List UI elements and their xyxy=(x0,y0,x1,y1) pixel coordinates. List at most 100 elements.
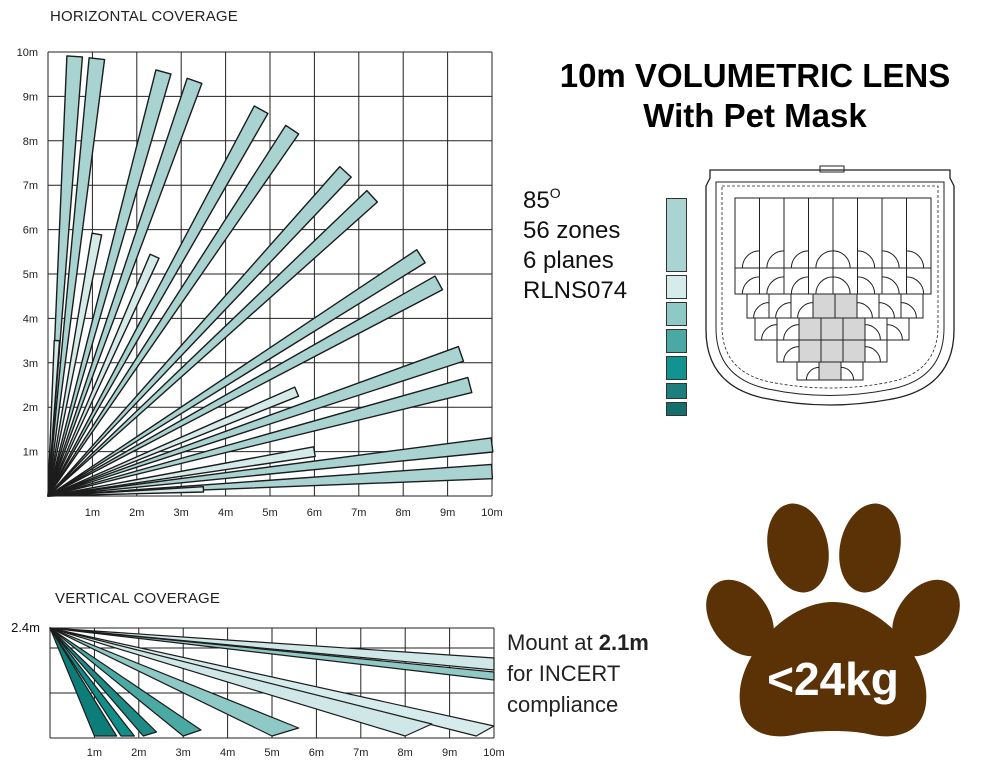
lens-facet-arc xyxy=(900,302,917,319)
lens-facet-arc xyxy=(886,324,903,341)
lens-facet-arc xyxy=(775,302,792,319)
coverage-beam xyxy=(47,165,352,497)
vertical-coverage-heading: VERTICAL COVERAGE xyxy=(55,590,221,607)
lens-segment xyxy=(818,361,842,381)
lens-facet-arc xyxy=(741,250,760,269)
lens-facet-arc xyxy=(864,346,881,363)
lens-facet-arc xyxy=(741,276,760,295)
x-tick-label: 4m xyxy=(220,747,235,759)
x-tick-label: 6m xyxy=(307,507,322,519)
lens-facet-arc xyxy=(805,366,820,381)
lens-segment xyxy=(812,293,836,319)
lens-facet-arc xyxy=(783,324,800,341)
lens-segment xyxy=(842,339,866,363)
lens-segment xyxy=(783,197,809,269)
lens-segment xyxy=(842,317,866,341)
lens-segment xyxy=(900,293,924,319)
lens-facet-arc xyxy=(881,276,900,295)
lens-facet-arc xyxy=(797,302,814,319)
mount-note: Mount at 2.1m for INCERT compliance xyxy=(507,627,649,720)
lens-facet-arc xyxy=(766,250,785,269)
y-tick-label: 2m xyxy=(23,402,38,414)
y-tick-label: 8m xyxy=(23,136,38,148)
x-tick-label: 5m xyxy=(262,507,277,519)
lens-segment xyxy=(834,293,858,319)
lens-housing xyxy=(705,165,955,406)
lens-specs: 85O 56 zones 6 planes RLNS074 xyxy=(523,178,627,306)
paw-pad xyxy=(739,602,927,737)
lens-segment xyxy=(906,267,932,295)
x-tick-label: 3m xyxy=(174,507,189,519)
coverage-beam xyxy=(49,627,495,681)
x-tick-label: 3m xyxy=(176,747,191,759)
vertical-axis-labels: 2.4m 1m 2m 3m 4m 5m 6m 7m 8m 9m 10m xyxy=(11,620,505,759)
coverage-beam xyxy=(47,485,205,497)
y-tick-label: 3m xyxy=(23,358,38,370)
coverage-beam xyxy=(49,627,158,737)
lens-facet-arc xyxy=(815,250,834,269)
lens-segment xyxy=(808,267,834,295)
mount-note-line2: for INCERT xyxy=(507,661,621,686)
legend-swatch xyxy=(666,275,687,299)
lens-segment xyxy=(734,197,760,269)
lens-segment xyxy=(798,339,822,363)
y-tick-label: 5m xyxy=(23,269,38,281)
coverage-beam xyxy=(49,627,433,737)
lens-facet-arc xyxy=(906,250,925,269)
lens-segment xyxy=(768,293,792,319)
lens-segment xyxy=(832,267,858,295)
coverage-beam xyxy=(47,189,379,497)
horizontal-axis-labels: 1m 2m 3m 4m 5m 6m 7m 8m 9m 10m 1m 2m 3m 4m 5m 6m 7m 8m 9m 1… xyxy=(17,47,503,519)
coverage-beam xyxy=(47,124,300,497)
lens-segment xyxy=(820,339,844,363)
horizontal-coverage-diagram: 1m 2m 3m 4m 5m 6m 7m 8m 9m 10m 1m 2m 3m 4m 5m 6m 7m 8m 9m 1… xyxy=(17,47,503,519)
x-tick-label: 10m xyxy=(483,747,504,759)
y-tick-label: 9m xyxy=(23,91,38,103)
lens-segment xyxy=(878,293,902,319)
y-tick-label: 1m xyxy=(23,447,38,459)
x-tick-label: 10m xyxy=(481,507,502,519)
lens-segment xyxy=(820,317,844,341)
lens-facet-arc xyxy=(783,346,800,363)
coverage-beam xyxy=(47,376,473,497)
lens-segment xyxy=(832,197,858,269)
coverage-beam xyxy=(47,345,465,497)
lens-facet-arc xyxy=(856,302,873,319)
lens-segment xyxy=(783,267,809,295)
vertical-coverage-diagram: 2.4m 1m 2m 3m 4m 5m 6m 7m 8m 9m 10m xyxy=(11,620,505,759)
spec-planes: 6 planes xyxy=(523,247,614,274)
lens-facet-arc xyxy=(840,366,855,381)
legend-swatch xyxy=(666,402,687,416)
spec-angle: 85O xyxy=(523,185,561,214)
lens-segment xyxy=(840,361,864,381)
lens-segment xyxy=(746,293,770,319)
coverage-beam xyxy=(47,446,316,497)
x-tick-label: 1m xyxy=(85,507,100,519)
x-tick-label: 9m xyxy=(440,507,455,519)
x-tick-label: 5m xyxy=(264,747,279,759)
legend-swatch xyxy=(666,356,687,380)
paw-toe xyxy=(706,579,774,657)
lens-segment xyxy=(759,197,785,269)
lens-segment xyxy=(857,267,883,295)
legend-swatch xyxy=(666,302,687,326)
pet-weight-label: <24kg xyxy=(767,653,899,705)
horizontal-coverage-heading: HORIZONTAL COVERAGE xyxy=(50,8,238,25)
horizontal-beams xyxy=(47,55,494,497)
lens-title-line1: 10m VOLUMETRIC LENS xyxy=(559,57,951,94)
lens-segment xyxy=(881,197,907,269)
pet-paw-icon: <24kg xyxy=(706,503,960,737)
lens-facet-arc xyxy=(761,324,778,341)
x-tick-label: 6m xyxy=(309,747,324,759)
legend-swatch xyxy=(666,198,687,272)
lens-title: 10m VOLUMETRIC LENS With Pet Mask xyxy=(515,56,995,136)
lens-facet-arc xyxy=(766,276,785,295)
coverage-beam xyxy=(47,275,444,497)
lens-facet-arc xyxy=(881,250,900,269)
paw-toe xyxy=(767,503,829,593)
lens-segment xyxy=(808,197,834,269)
lens-title-line2: With Pet Mask xyxy=(643,97,867,134)
lens-facet-arc xyxy=(815,276,834,295)
x-tick-label: 7m xyxy=(353,747,368,759)
lens-facet-arc xyxy=(878,302,895,319)
